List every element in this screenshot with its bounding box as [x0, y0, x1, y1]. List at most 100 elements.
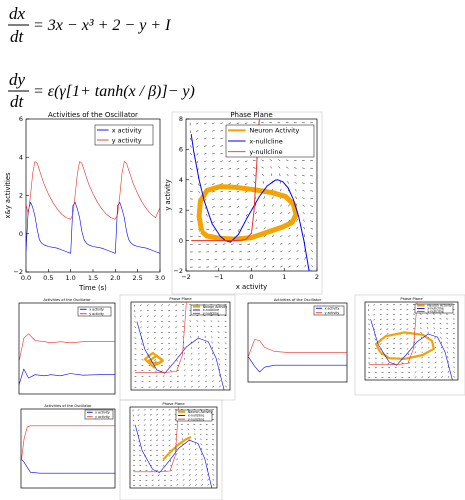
vector-arrow: [188, 469, 191, 471]
vector-arrow: [212, 175, 215, 178]
vector-arrow: [406, 309, 409, 311]
vector-arrow: [386, 348, 389, 350]
series-line-y-nullcline: [133, 407, 179, 473]
vector-arrow: [238, 229, 240, 232]
vector-arrow: [132, 424, 135, 427]
vector-arrow: [168, 337, 170, 339]
vector-arrow: [421, 361, 424, 364]
vector-arrow: [236, 160, 240, 162]
vector-arrow: [294, 189, 297, 192]
vector-arrow: [181, 428, 183, 430]
vector-arrow: [245, 206, 248, 209]
vector-arrow: [157, 484, 160, 486]
y-tick-label: 8: [179, 115, 183, 123]
vector-arrow: [271, 258, 275, 260]
vector-arrow: [212, 206, 215, 208]
vector-arrow: [222, 251, 226, 253]
vector-arrow: [446, 351, 449, 354]
vector-arrow: [156, 454, 159, 456]
vector-arrow: [195, 479, 197, 481]
vector-arrow: [228, 198, 232, 200]
vector-arrow: [161, 365, 163, 367]
vector-arrow: [263, 211, 266, 215]
vector-arrow: [174, 429, 177, 430]
vector-arrow: [134, 337, 137, 339]
vector-arrow: [439, 332, 442, 334]
legend-label: y-nullcline: [188, 417, 204, 421]
vector-arrow: [261, 159, 264, 162]
vector-arrow: [263, 258, 267, 260]
vector-arrow: [183, 369, 186, 371]
vector-arrow: [198, 364, 200, 366]
legend-label: x-nullcline: [203, 308, 219, 312]
vector-arrow: [161, 321, 163, 322]
vector-arrow: [224, 374, 227, 377]
vector-arrow: [220, 168, 223, 170]
vector-arrow: [228, 183, 232, 185]
vector-arrow: [205, 347, 207, 349]
vector-arrow: [434, 346, 437, 349]
vector-arrow: [212, 160, 215, 162]
vector-arrow: [368, 328, 371, 330]
vector-arrow: [271, 204, 274, 207]
vector-arrow: [190, 386, 193, 388]
vector-arrow: [236, 206, 240, 208]
vector-arrow: [190, 363, 193, 366]
vector-arrow: [149, 444, 152, 446]
vector-arrow: [190, 375, 193, 377]
vector-arrow: [253, 174, 256, 177]
vector-arrow: [263, 219, 266, 222]
legend-label: Neuron Activity: [427, 304, 452, 308]
vector-arrow: [253, 159, 256, 162]
vector-arrow: [373, 323, 376, 326]
vector-arrow: [302, 197, 305, 199]
vector-arrow: [271, 265, 275, 268]
vector-arrow: [228, 175, 232, 177]
vector-arrow: [143, 449, 146, 452]
vector-arrow: [193, 433, 196, 435]
x-tick-label: 3.0: [155, 274, 165, 282]
eq1-lhs-denominator: dt: [10, 27, 25, 46]
vector-arrow: [393, 318, 395, 320]
vector-arrow: [244, 175, 248, 178]
vector-arrow: [421, 341, 423, 344]
vector-arrow: [220, 175, 223, 177]
vector-arrow: [212, 229, 215, 232]
vector-arrow: [434, 366, 437, 369]
vector-arrow: [195, 453, 197, 456]
vector-arrow: [156, 449, 159, 451]
vector-arrow: [156, 424, 159, 426]
vector-arrow: [253, 167, 256, 169]
y-tick-label: −2: [173, 267, 183, 275]
vector-arrow: [198, 183, 200, 187]
legend-label: y activity: [89, 312, 104, 316]
vector-arrow: [193, 423, 196, 425]
vector-arrow: [140, 315, 142, 317]
vector-arrow: [156, 414, 159, 416]
vector-arrow: [433, 322, 435, 325]
vector-arrow: [270, 166, 273, 169]
y-tick-label: −2: [13, 268, 23, 276]
vector-arrow: [427, 361, 430, 364]
legend-label: y-nullcline: [427, 310, 443, 314]
vector-arrow: [386, 318, 389, 320]
vector-arrow: [168, 439, 171, 441]
vector-arrow: [220, 122, 223, 124]
y-tick-label: 0: [19, 230, 23, 238]
vector-arrow: [220, 145, 223, 147]
vector-arrow: [288, 211, 291, 215]
vector-arrow: [168, 359, 170, 361]
vector-arrow: [379, 309, 382, 311]
vector-arrow: [271, 196, 274, 199]
vector-arrow: [419, 322, 422, 325]
vector-arrow: [441, 361, 443, 364]
legend-label: y activity: [325, 311, 340, 315]
series-line-x-activity: [21, 458, 115, 474]
vector-arrow: [219, 385, 221, 388]
vector-arrow: [296, 219, 298, 222]
axes-box: [130, 301, 231, 391]
vector-arrow: [195, 458, 197, 461]
vector-arrow: [198, 347, 200, 349]
